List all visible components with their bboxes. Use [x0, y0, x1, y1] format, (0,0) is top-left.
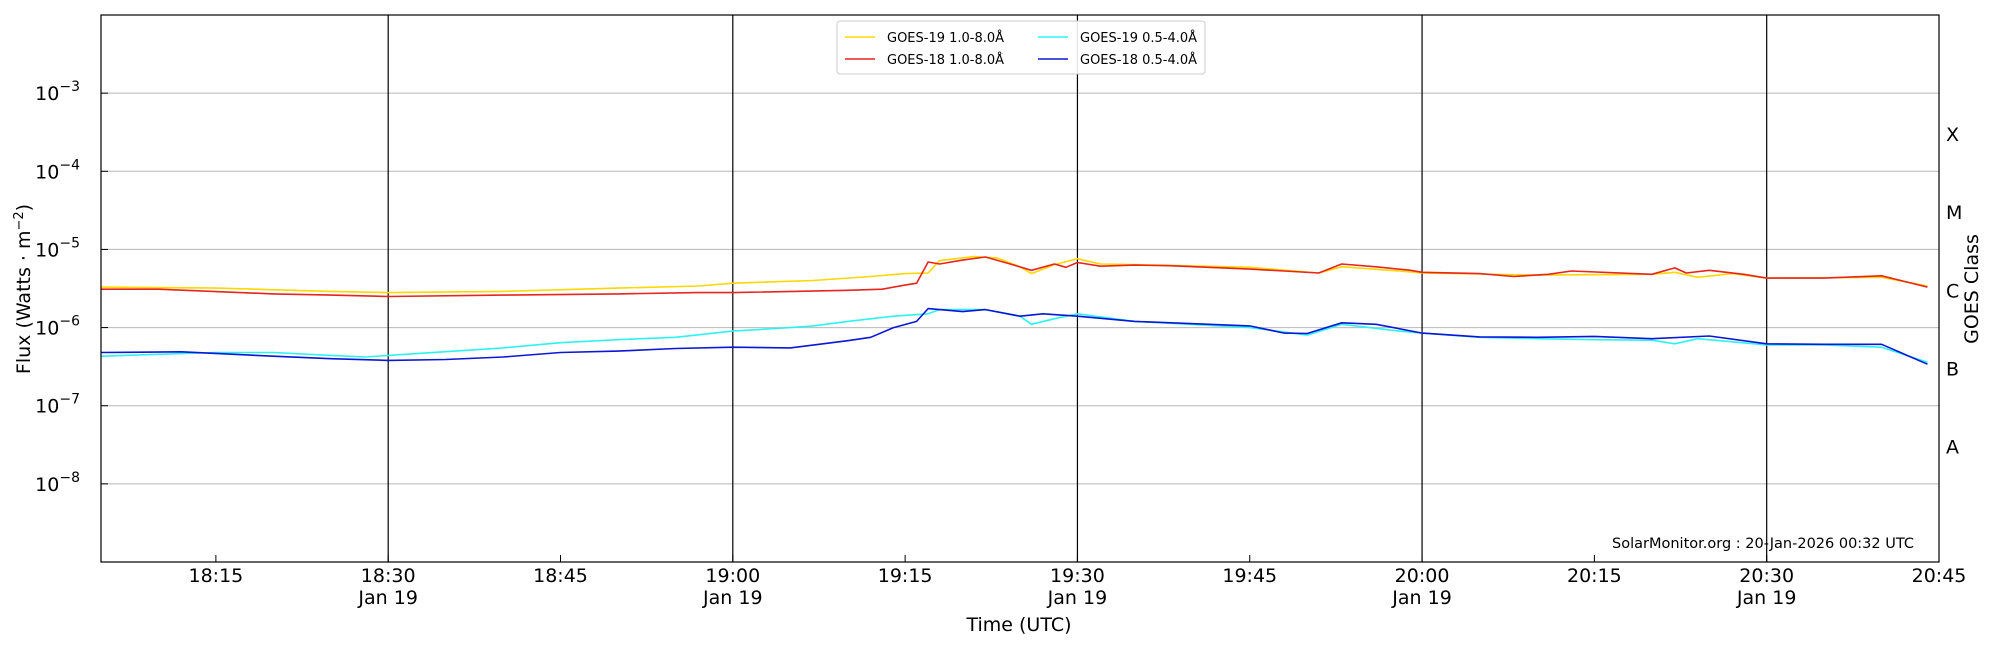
y-axis-label-exponent: −2 [12, 211, 27, 230]
y-tick-label: 10−4 [35, 157, 80, 183]
x-tick-label: 18:45 [533, 565, 588, 587]
x-tick-date-label: Jan 19 [1047, 587, 1108, 609]
plot-frame [100, 14, 1940, 563]
y-axis-ticks: 10−310−410−510−610−710−8 [35, 79, 108, 496]
y-axis-label-close: ) [13, 204, 35, 211]
legend-box [836, 20, 1206, 75]
series-lines [100, 255, 1928, 365]
legend-label: GOES-19 1.0-8.0Å [887, 30, 1004, 46]
y-tick-label: 10−7 [35, 392, 80, 418]
y-tick-exponent: −7 [59, 392, 80, 408]
x-tick-label: 18:15 [188, 565, 243, 587]
x-tick-label: 20:30 [1739, 565, 1794, 587]
series-line [101, 256, 1928, 298]
goes-class-label: A [1946, 437, 1959, 459]
y-tick-mantissa: 10 [35, 396, 59, 418]
series-line [100, 255, 1928, 294]
x-tick-date-label: Jan 19 [357, 587, 418, 609]
x-tick-label: 19:30 [1050, 565, 1105, 587]
x-tick-date-label: Jan 19 [1736, 587, 1797, 609]
series-line [100, 307, 1928, 365]
x-tick-date-label: Jan 19 [1391, 587, 1452, 609]
legend-label: GOES-18 1.0-8.0Å [887, 52, 1004, 68]
x-tick-label: 20:45 [1912, 565, 1967, 587]
series-line [100, 308, 1928, 363]
y-axis-label: Flux (Watts · m−2) [12, 204, 35, 374]
y-gridlines [101, 92, 1939, 485]
y-tick-mantissa: 10 [35, 318, 59, 340]
x-tick-date-label: Jan 19 [702, 587, 763, 609]
y-tick-mantissa: 10 [35, 83, 59, 105]
x-tick-label: 20:00 [1395, 565, 1450, 587]
legend-label: GOES-19 0.5-4.0Å [1080, 30, 1197, 46]
goes-class-labels: X M C B A [1946, 124, 1962, 459]
y-tick-label: 10−3 [35, 79, 80, 105]
goes-class-label: M [1946, 202, 1962, 224]
y-tick-mantissa: 10 [35, 474, 59, 496]
y-tick-label: 10−6 [35, 314, 80, 340]
right-axis-label: GOES Class [1961, 234, 1983, 344]
x-tick-label: 20:15 [1567, 565, 1622, 587]
y-tick-exponent: −4 [59, 157, 80, 173]
y-tick-label: 10−5 [35, 235, 80, 261]
y-tick-exponent: −8 [59, 470, 80, 486]
y-tick-label: 10−8 [35, 470, 80, 496]
goes-class-label: C [1946, 280, 1959, 302]
credit-text: SolarMonitor.org : 20-Jan-2026 00:32 UTC [1612, 536, 1914, 552]
legend-label: GOES-18 0.5-4.0Å [1080, 52, 1197, 68]
y-tick-exponent: −6 [59, 314, 80, 330]
hour-marker-lines [387, 15, 1768, 562]
y-tick-mantissa: 10 [35, 239, 59, 261]
x-tick-label: 18:30 [361, 565, 416, 587]
y-tick-exponent: −3 [59, 79, 80, 95]
goes-class-label: B [1946, 358, 1959, 380]
goes-class-label: X [1946, 124, 1959, 146]
x-tick-label: 19:45 [1222, 565, 1277, 587]
x-tick-label: 19:15 [878, 565, 933, 587]
legend: GOES-19 1.0-8.0Å GOES-18 1.0-8.0Å GOES-19 … [836, 20, 1206, 75]
y-axis-label-main: Flux (Watts · m [13, 231, 35, 375]
y-tick-exponent: −5 [59, 235, 80, 251]
x-tick-label: 19:00 [705, 565, 760, 587]
x-axis-label: Time (UTC) [965, 614, 1071, 636]
y-tick-mantissa: 10 [35, 161, 59, 183]
